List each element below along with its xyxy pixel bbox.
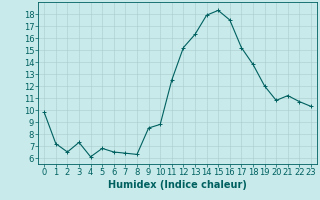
X-axis label: Humidex (Indice chaleur): Humidex (Indice chaleur)	[108, 180, 247, 190]
